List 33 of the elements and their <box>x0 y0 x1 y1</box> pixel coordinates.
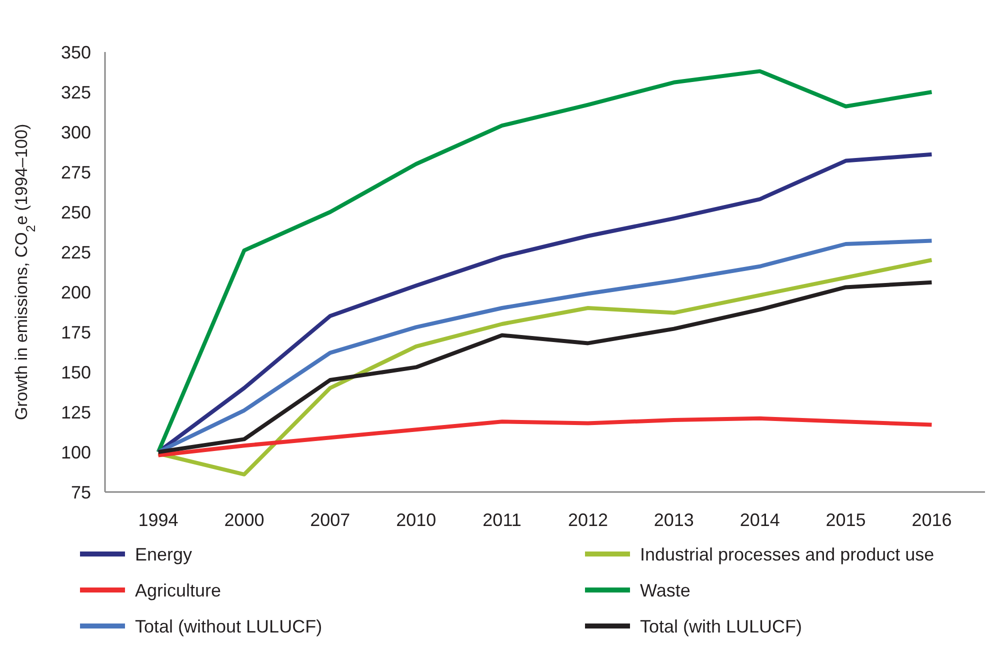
line-series <box>156 416 934 458</box>
y-tick-label: 125 <box>60 402 91 422</box>
y-tick-label: 300 <box>60 122 91 142</box>
x-tick-label: 2014 <box>740 510 780 530</box>
x-tick-label: 2010 <box>396 510 436 530</box>
y-tick-label: 150 <box>60 362 91 382</box>
y-tick-label: 175 <box>60 322 91 342</box>
x-tick-label: 2000 <box>224 510 264 530</box>
line-series <box>156 69 934 454</box>
y-tick-label: 325 <box>60 82 91 102</box>
line-series <box>156 280 934 454</box>
y-tick-label: 275 <box>60 162 91 182</box>
legend-label: Total (with LULUCF) <box>640 616 802 636</box>
x-tick-label: 2012 <box>568 510 608 530</box>
x-tick-label: 2013 <box>654 510 694 530</box>
line-series <box>156 258 934 476</box>
legend-label: Agriculture <box>135 580 222 600</box>
legend-label: Waste <box>640 580 690 600</box>
line-series <box>156 238 934 454</box>
y-tick-label: 100 <box>60 442 91 462</box>
legend-label: Energy <box>135 544 192 564</box>
y-tick-label: 250 <box>60 202 91 222</box>
x-tick-label: 2015 <box>826 510 866 530</box>
legend-label: Industrial processes and product use <box>640 544 934 564</box>
y-tick-label: 225 <box>60 242 91 262</box>
y-tick-label: 200 <box>60 282 91 302</box>
y-tick-label: 350 <box>60 42 91 62</box>
x-tick-label: 2011 <box>482 510 522 530</box>
y-tick-label: 75 <box>70 482 91 502</box>
legend-label: Total (without LULUCF) <box>135 616 322 636</box>
x-tick-label: 2016 <box>912 510 952 530</box>
x-tick-label: 2007 <box>310 510 350 530</box>
x-tick-label: 1994 <box>138 510 178 530</box>
